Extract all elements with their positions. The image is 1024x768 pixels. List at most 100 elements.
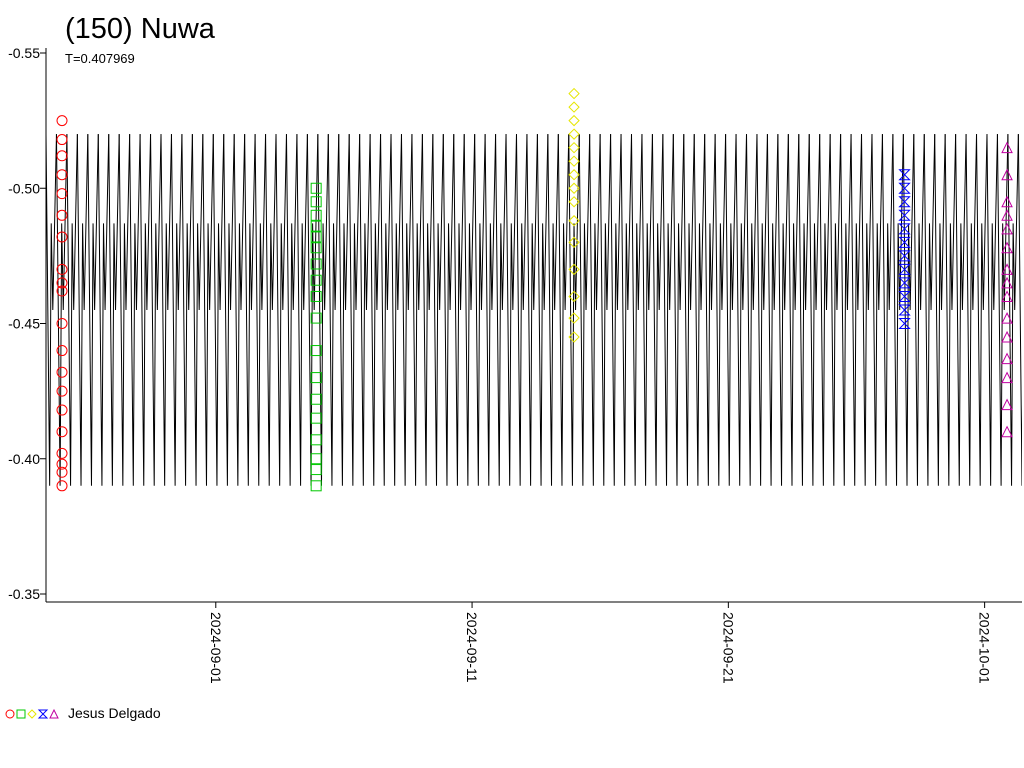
model-cycle	[369, 134, 382, 486]
data-point	[56, 447, 68, 459]
data-point	[568, 141, 580, 154]
model-cycle	[160, 134, 172, 486]
model-cycle	[474, 134, 486, 486]
data-point	[898, 223, 911, 235]
data-point	[898, 182, 911, 194]
legend-symbol	[16, 709, 26, 719]
model-cycle	[557, 134, 570, 486]
data-point	[1001, 222, 1013, 235]
y-tick-label: -0.35	[8, 586, 40, 602]
data-point	[56, 169, 68, 181]
model-cycle	[756, 134, 768, 486]
model-cycle	[610, 134, 622, 486]
data-point	[898, 277, 911, 289]
model-cycle	[348, 134, 361, 486]
model-curve	[46, 134, 1022, 486]
data-point	[1001, 371, 1013, 384]
chart-title: (150) Nuwa	[65, 13, 216, 45]
model-cycle	[139, 134, 152, 486]
data-point	[56, 480, 68, 492]
model-cycle	[568, 134, 580, 486]
model-cycle	[484, 134, 497, 486]
model-cycle	[411, 134, 423, 486]
model-cycle	[923, 134, 936, 486]
data-point	[310, 412, 322, 424]
data-point	[56, 366, 68, 378]
data-point	[898, 290, 911, 302]
data-point	[1001, 141, 1013, 154]
data-point	[310, 220, 322, 232]
data-point	[1001, 425, 1013, 438]
model-cycle	[850, 134, 863, 486]
model-cycle	[641, 134, 653, 486]
model-cycle	[578, 134, 591, 486]
model-cycle	[1007, 134, 1019, 486]
model-cycle	[453, 134, 465, 486]
model-cycle	[390, 134, 402, 486]
data-point	[310, 345, 322, 357]
model-cycle	[955, 134, 967, 486]
data-point	[898, 304, 911, 316]
model-cycle	[798, 134, 810, 486]
y-tick-label: -0.50	[8, 180, 40, 196]
model-cycle	[359, 134, 371, 486]
x-tick-label: 2024-09-11	[464, 612, 480, 683]
data-point	[568, 155, 580, 167]
data-point	[898, 169, 911, 181]
model-cycle	[526, 134, 538, 486]
data-point	[56, 231, 68, 243]
model-cycle	[495, 134, 507, 486]
data-point	[56, 426, 68, 438]
model-cycle	[672, 134, 685, 486]
model-cycle	[651, 134, 664, 486]
y-tick-label: -0.45	[8, 316, 40, 332]
model-cycle	[285, 134, 298, 486]
model-cycle	[191, 134, 204, 486]
data-point	[568, 290, 580, 303]
data-point	[1001, 290, 1013, 302]
model-cycle	[829, 134, 842, 486]
data-point	[310, 480, 322, 492]
legend-symbol	[37, 709, 49, 719]
y-tick-label: -0.40	[8, 451, 40, 467]
model-cycle	[599, 134, 612, 486]
data-point	[56, 277, 68, 289]
model-cycle	[787, 134, 800, 486]
model-cycle	[536, 134, 549, 486]
model-cycle	[432, 134, 444, 486]
model-cycle	[108, 134, 120, 486]
model-cycle	[170, 134, 183, 486]
model-cycle	[840, 134, 852, 486]
data-point	[310, 434, 322, 446]
data-point	[568, 128, 580, 140]
data-point	[568, 312, 580, 324]
data-point	[56, 285, 68, 297]
model-cycle	[819, 134, 831, 486]
data-point	[56, 188, 68, 200]
data-point	[898, 250, 911, 262]
model-cycle	[693, 134, 706, 486]
model-cycle	[976, 134, 988, 486]
data-point	[568, 169, 580, 181]
model-cycle	[505, 134, 517, 486]
data-point	[56, 115, 68, 127]
model-cycle	[150, 134, 162, 486]
data-point	[56, 150, 68, 162]
model-cycle	[306, 134, 319, 486]
data-point	[310, 464, 322, 476]
data-point	[310, 231, 322, 243]
data-point	[1001, 195, 1013, 208]
model-cycle	[317, 134, 329, 486]
data-point	[568, 87, 580, 100]
model-cycle	[547, 134, 559, 486]
model-cycle	[714, 134, 727, 486]
data-point	[1001, 263, 1013, 275]
model-cycle	[735, 134, 748, 486]
data-point	[568, 196, 580, 208]
data-point	[310, 274, 322, 286]
chart-subtitle: T=0.407969	[65, 51, 135, 66]
model-cycle	[400, 134, 413, 486]
model-cycle	[861, 134, 873, 486]
model-cycle	[1017, 134, 1022, 486]
data-point	[568, 263, 580, 276]
